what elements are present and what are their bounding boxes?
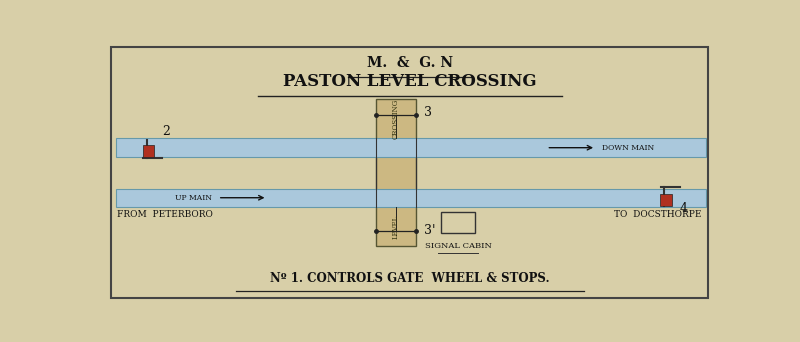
Bar — [115, 188, 706, 207]
Text: 3': 3' — [424, 224, 435, 237]
Bar — [115, 139, 706, 157]
Text: SIGNAL CABIN: SIGNAL CABIN — [425, 242, 491, 250]
Bar — [376, 99, 416, 247]
Bar — [142, 145, 154, 157]
Text: CROSSING: CROSSING — [392, 98, 400, 139]
Text: LEVEL: LEVEL — [392, 214, 400, 239]
Text: TO  DOCSTHORPE: TO DOCSTHORPE — [614, 210, 702, 219]
Text: UP MAIN: UP MAIN — [174, 194, 211, 202]
Text: DOWN MAIN: DOWN MAIN — [602, 144, 654, 152]
Text: M.  &  G. N: M. & G. N — [367, 56, 453, 70]
Bar — [441, 212, 475, 233]
Text: 3: 3 — [424, 106, 432, 119]
Text: 4: 4 — [680, 202, 688, 215]
Bar — [661, 194, 672, 206]
Text: Nº 1. CONTROLS GATE  WHEEL & STOPS.: Nº 1. CONTROLS GATE WHEEL & STOPS. — [270, 272, 550, 285]
Text: PASTON LEVEL CROSSING: PASTON LEVEL CROSSING — [283, 73, 537, 90]
Text: FROM  PETERBORO: FROM PETERBORO — [118, 210, 214, 219]
Text: 2: 2 — [162, 126, 170, 139]
